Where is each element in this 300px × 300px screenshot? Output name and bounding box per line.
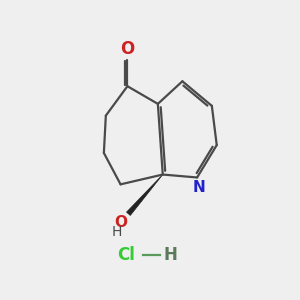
Text: N: N: [192, 180, 205, 195]
Text: O: O: [114, 215, 127, 230]
Text: H: H: [164, 245, 178, 263]
Text: Cl: Cl: [117, 245, 135, 263]
Polygon shape: [127, 175, 163, 215]
Text: H: H: [112, 225, 122, 239]
Text: O: O: [120, 40, 135, 58]
